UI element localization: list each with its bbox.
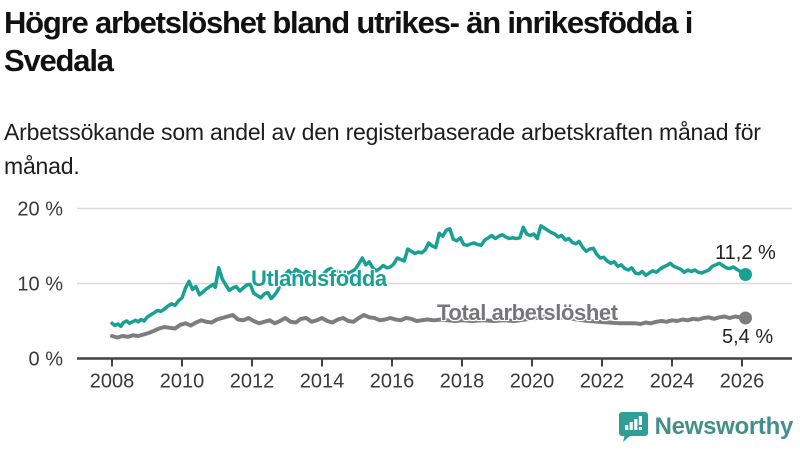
series-line-1 [110,313,748,340]
x-axis-tick-label: 2014 [300,371,345,393]
x-axis-tick-label: 2026 [720,371,765,393]
x-axis-tick-label: 2022 [580,371,625,393]
x-axis-tick-label: 2020 [510,371,555,393]
y-axis-tick-label: 10 % [17,274,63,296]
page-title: Högre arbetslöshet bland utrikes- än inr… [4,5,693,78]
y-axis-tick-label: 0 % [29,349,64,371]
x-axis-tick-label: 2012 [230,371,275,393]
newsworthy-logo: Newsworthy [618,411,794,442]
chart-subtitle: Arbetssökande som andel av den registerb… [4,119,761,179]
x-axis-tick-label: 2024 [650,371,695,393]
series-end-dot-1 [739,311,752,325]
newsworthy-logo-text: Newsworthy [654,412,794,440]
y-axis-tick-label: 20 % [17,199,63,221]
series-label-utlandsfodda: Utlandsfödda [251,266,387,291]
x-axis-tick-label: 2016 [370,371,415,393]
x-axis-tick-label: 2008 [90,371,135,393]
bar-chart-speech-bubble-icon [618,412,648,442]
series-line-0 [110,224,748,329]
series-label-total-arbetsloshet: Total arbetslöshet [437,300,618,325]
x-axis-tick-label: 2018 [440,371,485,393]
end-value-utlandsfodda: 11,2 % [715,242,776,264]
x-axis-tick-label: 2010 [160,371,205,393]
series-end-dot-0 [739,268,752,281]
end-value-total: 5,4 % [722,326,774,348]
